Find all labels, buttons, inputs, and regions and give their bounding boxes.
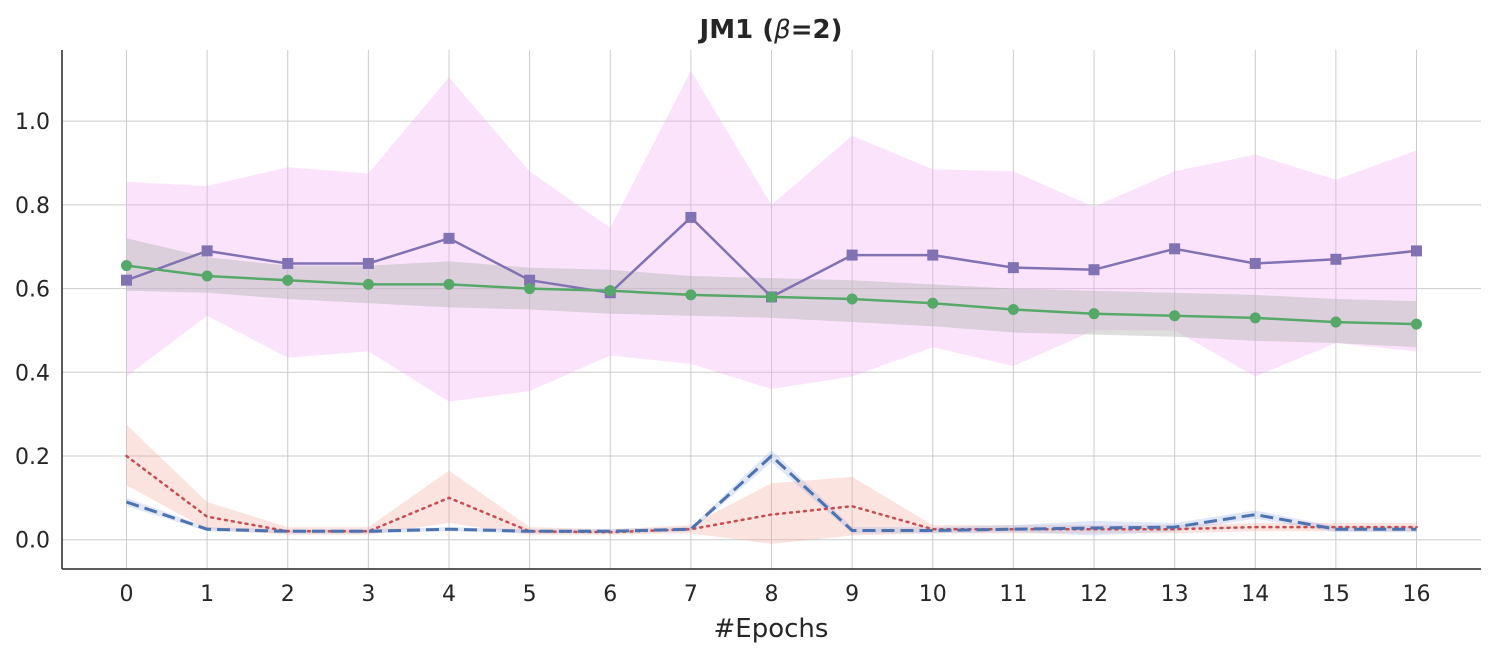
- green-circles-marker: [766, 291, 777, 303]
- purple-squares-marker: [1169, 243, 1181, 255]
- x-axis-label: #Epochs: [714, 614, 829, 644]
- y-tick-label: 0.8: [15, 194, 50, 219]
- purple-squares-marker: [1411, 245, 1422, 257]
- red-dotted-line: [125, 454, 1418, 534]
- x-tick-label: 16: [1403, 582, 1431, 607]
- y-tick-label: 1.0: [15, 110, 50, 135]
- x-tick-label: 12: [1080, 582, 1108, 607]
- blue-dashed-line: [126, 454, 1417, 533]
- green-circles-marker: [362, 278, 374, 290]
- green-circles-marker: [1169, 310, 1181, 322]
- red-dotted-band: [126, 424, 1417, 544]
- purple-squares-marker: [121, 274, 132, 286]
- x-tick-label: 2: [281, 582, 295, 607]
- green-circles-marker: [1088, 308, 1100, 320]
- purple-squares-marker: [1330, 253, 1342, 265]
- x-tick-label: 0: [120, 582, 134, 607]
- axes: [61, 50, 1481, 570]
- x-tick-label: 8: [765, 582, 779, 607]
- green-circles-marker: [604, 285, 616, 297]
- purple-squares-marker: [846, 249, 858, 261]
- chart-title-symbol: β: [773, 15, 791, 45]
- chart-title: JM1 (β=2): [698, 15, 843, 45]
- x-tick-label: 14: [1241, 582, 1269, 607]
- purple-squares-marker: [1249, 257, 1261, 269]
- green-circles-marker: [443, 278, 455, 290]
- purple-squares-marker: [1007, 262, 1019, 274]
- purple-squares-marker: [1088, 264, 1100, 276]
- purple-squares-marker: [685, 211, 697, 223]
- x-tick-label: 9: [845, 582, 859, 607]
- x-tick-label: 15: [1322, 582, 1350, 607]
- purple-squares-marker: [362, 257, 374, 269]
- green-circles-marker: [1007, 304, 1019, 315]
- green-circles-marker: [846, 293, 858, 305]
- y-tick-label: 0.4: [15, 361, 50, 386]
- x-tick-label: 5: [523, 582, 537, 607]
- chart-title-prefix: JM1 (: [698, 15, 775, 45]
- x-tick-label: 11: [999, 582, 1027, 607]
- y-tick-label: 0.6: [15, 278, 50, 303]
- x-tick-label: 1: [200, 582, 214, 607]
- y-tick-label: 0.0: [15, 529, 50, 554]
- purple-squares-marker: [524, 274, 536, 286]
- x-tick-label: 4: [442, 582, 456, 607]
- chart-title-suffix: =2): [791, 15, 843, 45]
- x-tick-label: 3: [361, 582, 375, 607]
- x-tick-label: 6: [603, 582, 617, 607]
- x-tick-label: 7: [684, 582, 698, 607]
- green-circles-marker: [1249, 312, 1261, 324]
- y-tick-label: 0.2: [15, 445, 50, 470]
- series-markers: [121, 211, 1422, 330]
- green-circles-marker: [524, 283, 536, 295]
- green-circles-marker: [282, 274, 294, 286]
- green-circles-marker: [201, 270, 213, 282]
- purple-squares-marker: [443, 232, 455, 244]
- green-circles-marker: [1330, 316, 1342, 328]
- tick-labels: 0 1 2 3 4 5 6 7 8 9 10 11 12 13 14 15 160.00.20.40.60.81…: [15, 110, 1431, 607]
- purple-squares-marker: [201, 245, 213, 257]
- green-circles-marker: [121, 260, 132, 272]
- purple-squares-marker: [282, 257, 294, 269]
- green-circles-marker: [685, 289, 697, 301]
- purple-squares-marker: [927, 249, 939, 261]
- x-tick-label: 10: [919, 582, 947, 607]
- grid: [62, 50, 1481, 569]
- green-circles-marker: [1411, 318, 1422, 330]
- x-tick-label: 13: [1161, 582, 1189, 607]
- green-circles-marker: [927, 297, 939, 309]
